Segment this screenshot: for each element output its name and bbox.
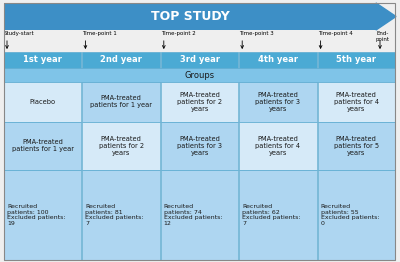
Bar xyxy=(239,122,317,170)
Text: Study-start: Study-start xyxy=(4,31,35,36)
Text: PMA-treated
patients for 1 year: PMA-treated patients for 1 year xyxy=(12,139,74,152)
Text: Time-point 4: Time-point 4 xyxy=(318,31,352,36)
Text: PMA-treated
patients for 2
years: PMA-treated patients for 2 years xyxy=(98,136,144,156)
Bar xyxy=(82,82,160,122)
Text: Groups: Groups xyxy=(184,70,214,79)
Text: Recruited
patients: 81
Excluded patients:
7: Recruited patients: 81 Excluded patients… xyxy=(86,204,144,226)
Text: 5th year: 5th year xyxy=(336,56,376,64)
Text: 2nd year: 2nd year xyxy=(100,56,142,64)
Bar xyxy=(4,170,82,260)
Bar xyxy=(239,82,317,122)
Bar xyxy=(318,122,395,170)
Polygon shape xyxy=(376,3,396,30)
Bar xyxy=(318,52,395,68)
Bar xyxy=(161,170,238,260)
Text: PMA-treated
patients for 1 year: PMA-treated patients for 1 year xyxy=(90,96,152,108)
Bar xyxy=(4,3,376,30)
Bar xyxy=(82,52,160,68)
Text: Recruited
patients: 55
Excluded patients:
0: Recruited patients: 55 Excluded patients… xyxy=(321,204,379,226)
Text: TOP STUDY: TOP STUDY xyxy=(151,10,229,23)
Bar xyxy=(161,52,238,68)
Text: PMA-treated
patients for 4
years: PMA-treated patients for 4 years xyxy=(334,92,379,112)
Text: Recruited
patients: 62
Excluded patients:
7: Recruited patients: 62 Excluded patients… xyxy=(242,204,301,226)
Bar xyxy=(318,82,395,122)
Text: PMA-treated
patients for 5
years: PMA-treated patients for 5 years xyxy=(334,136,379,156)
Bar xyxy=(82,170,160,260)
Bar xyxy=(161,122,238,170)
Bar xyxy=(239,52,317,68)
Bar xyxy=(4,82,82,122)
Text: Time-point 2: Time-point 2 xyxy=(161,31,196,36)
Bar xyxy=(82,122,160,170)
Bar xyxy=(4,68,395,82)
Text: Placebo: Placebo xyxy=(30,99,56,105)
Text: PMA-treated
patients for 3
years: PMA-treated patients for 3 years xyxy=(256,92,300,112)
Text: End-
point: End- point xyxy=(376,31,390,42)
Text: Recruited
patients: 100
Excluded patients:
19: Recruited patients: 100 Excluded patient… xyxy=(7,204,66,226)
Text: PMA-treated
patients for 4
years: PMA-treated patients for 4 years xyxy=(255,136,300,156)
Text: Time-point 3: Time-point 3 xyxy=(239,31,274,36)
Text: 1st year: 1st year xyxy=(23,56,62,64)
Text: PMA-treated
patients for 2
years: PMA-treated patients for 2 years xyxy=(177,92,222,112)
Text: 4th year: 4th year xyxy=(258,56,298,64)
Bar xyxy=(4,122,82,170)
Text: 3rd year: 3rd year xyxy=(180,56,220,64)
Bar xyxy=(4,52,82,68)
Text: Time-point 1: Time-point 1 xyxy=(82,31,117,36)
Bar xyxy=(318,170,395,260)
Bar xyxy=(239,170,317,260)
Text: Recruited
patients: 74
Excluded patients:
12: Recruited patients: 74 Excluded patients… xyxy=(164,204,222,226)
Bar xyxy=(161,82,238,122)
Text: PMA-treated
patients for 3
years: PMA-treated patients for 3 years xyxy=(177,136,222,156)
